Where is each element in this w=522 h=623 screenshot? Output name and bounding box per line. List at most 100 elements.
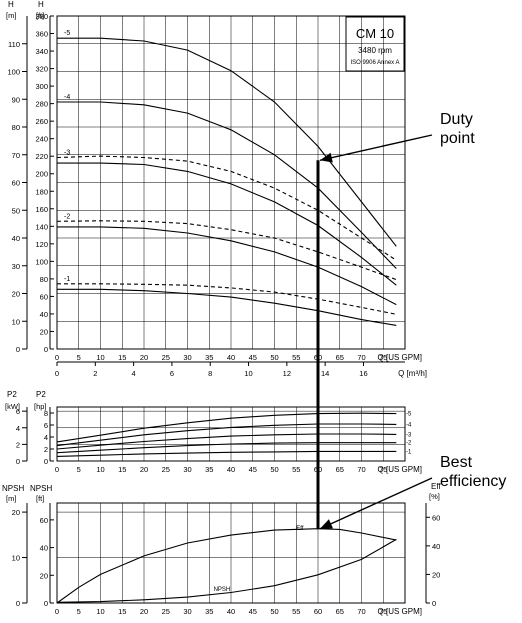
x-axis-label: Q [US GPM] <box>378 607 422 616</box>
tick-x-25: 25 <box>162 353 170 362</box>
tick-y-left-0: 0 <box>16 345 20 354</box>
head-curve-0 <box>57 37 397 247</box>
tick-x-20: 20 <box>140 353 148 362</box>
head-curve-5 <box>57 226 397 306</box>
tick-x-75: 75 <box>379 465 387 474</box>
tick-hp-0: 0 <box>44 457 48 466</box>
tick-x-45: 45 <box>249 465 257 474</box>
callout-best-eff-line1: Best <box>440 454 473 471</box>
eff-label: Eff <box>431 482 441 491</box>
tick-x-0: 0 <box>55 465 59 474</box>
npsh-curve <box>56 538 397 603</box>
npsh-curve-label: NPSH <box>214 587 231 593</box>
tick-x-10: 10 <box>96 353 104 362</box>
tick-npsh-ft-20: 20 <box>40 571 48 580</box>
eff-label-unit: [%] <box>429 492 440 501</box>
head-curve-label-4: -2 <box>64 213 70 220</box>
power-curve-label-0: -5 <box>406 412 412 418</box>
tick-y-left-40: 40 <box>12 234 20 243</box>
y-axis-label-right: H <box>38 0 44 9</box>
power-curve-label-4: -1 <box>406 449 412 455</box>
tick-x-60: 60 <box>314 607 322 616</box>
power-curve-1 <box>56 423 397 447</box>
tick-y-ft-220: 220 <box>35 152 48 161</box>
tick-x-50: 50 <box>270 353 278 362</box>
x-axis-label-m3h: Q [m³/h] <box>398 369 427 378</box>
tick-hp-6: 6 <box>44 421 48 430</box>
head-curve-label-6: -1 <box>64 276 70 283</box>
tick-x-55: 55 <box>292 607 300 616</box>
tick-y-ft-320: 320 <box>35 65 48 74</box>
tick-x-35: 35 <box>205 607 213 616</box>
tick-x-10: 10 <box>96 465 104 474</box>
tick-x-20: 20 <box>140 607 148 616</box>
y-axis-label-left: H <box>8 0 14 9</box>
tick-y-ft-120: 120 <box>35 240 48 249</box>
tick-x-20: 20 <box>140 465 148 474</box>
duty-point-arrow-shaft <box>319 134 433 161</box>
power-label-left: P2 <box>7 390 17 399</box>
tick-x-15: 15 <box>118 607 126 616</box>
best-efficiency-arrow-shaft <box>319 477 433 530</box>
tick-y-ft-200: 200 <box>35 170 48 179</box>
tick-y-ft-140: 140 <box>35 222 48 231</box>
head-curve-label-1: -4 <box>64 94 70 101</box>
tick-y-left-6: 6 <box>16 407 20 416</box>
tick-y-left-80: 80 <box>12 123 20 132</box>
x-axis-label: Q [US GPM] <box>378 465 422 474</box>
tick-m3h-14: 14 <box>321 369 329 378</box>
best-efficiency-arrow-head <box>320 519 333 529</box>
tick-x-10: 10 <box>96 607 104 616</box>
power-curve-label-2: -3 <box>406 432 412 438</box>
pump-speed: 3480 rpm <box>358 46 392 55</box>
tick-y-left-60: 60 <box>12 179 20 188</box>
pump-standard: ISO 9906 Annex A <box>350 60 399 66</box>
tick-hp-4: 4 <box>44 433 48 442</box>
tick-y-ft-180: 180 <box>35 187 48 196</box>
tick-x-65: 65 <box>336 607 344 616</box>
efficiency-curve-label: Eff <box>296 526 304 532</box>
tick-y-ft-80: 80 <box>40 275 48 284</box>
tick-y-left-20: 20 <box>12 290 20 299</box>
npsh-label-left: NPSH <box>2 484 24 493</box>
callout-best-eff-line2: efficiency <box>440 473 506 490</box>
npsh-label-right: NPSH <box>30 484 52 493</box>
tick-x-5: 5 <box>77 607 81 616</box>
tick-y-left-100: 100 <box>7 68 20 77</box>
tick-x-45: 45 <box>249 607 257 616</box>
tick-y-left-110: 110 <box>8 40 20 49</box>
tick-y-left-50: 50 <box>12 206 20 215</box>
tick-x-15: 15 <box>118 353 126 362</box>
tick-m3h-12: 12 <box>283 369 291 378</box>
y-axis-label-left-unit: [m] <box>6 11 16 20</box>
tick-y-ft-60: 60 <box>40 292 48 301</box>
tick-eff-40: 40 <box>432 542 440 551</box>
tick-y-ft-40: 40 <box>40 310 48 319</box>
tick-y-ft-280: 280 <box>35 100 48 109</box>
tick-x-0: 0 <box>55 353 59 362</box>
tick-x-75: 75 <box>379 353 387 362</box>
tick-y-ft-100: 100 <box>35 257 48 266</box>
tick-npsh-ft-60: 60 <box>40 516 48 525</box>
tick-x-65: 65 <box>336 353 344 362</box>
power-curve-label-3: -2 <box>406 441 412 447</box>
tick-x-35: 35 <box>205 465 213 474</box>
tick-y-ft-0: 0 <box>44 345 48 354</box>
pump-model-title: CM 10 <box>356 26 394 41</box>
head-curve-label-2: -3 <box>64 150 70 157</box>
power-label-right-unit: [hp] <box>34 402 47 411</box>
tick-m3h-0: 0 <box>55 369 59 378</box>
tick-x-40: 40 <box>227 465 235 474</box>
tick-x-0: 0 <box>55 607 59 616</box>
tick-y-left-90: 90 <box>12 95 20 104</box>
tick-y-ft-260: 260 <box>35 117 48 126</box>
tick-y-ft-160: 160 <box>35 205 48 214</box>
tick-eff-0: 0 <box>432 599 436 608</box>
tick-x-40: 40 <box>227 607 235 616</box>
tick-x-15: 15 <box>118 465 126 474</box>
head-curve-1 <box>57 101 397 269</box>
tick-y-left-20: 20 <box>12 508 20 517</box>
tick-m3h-10: 10 <box>244 369 252 378</box>
tick-y-ft-300: 300 <box>35 82 48 91</box>
